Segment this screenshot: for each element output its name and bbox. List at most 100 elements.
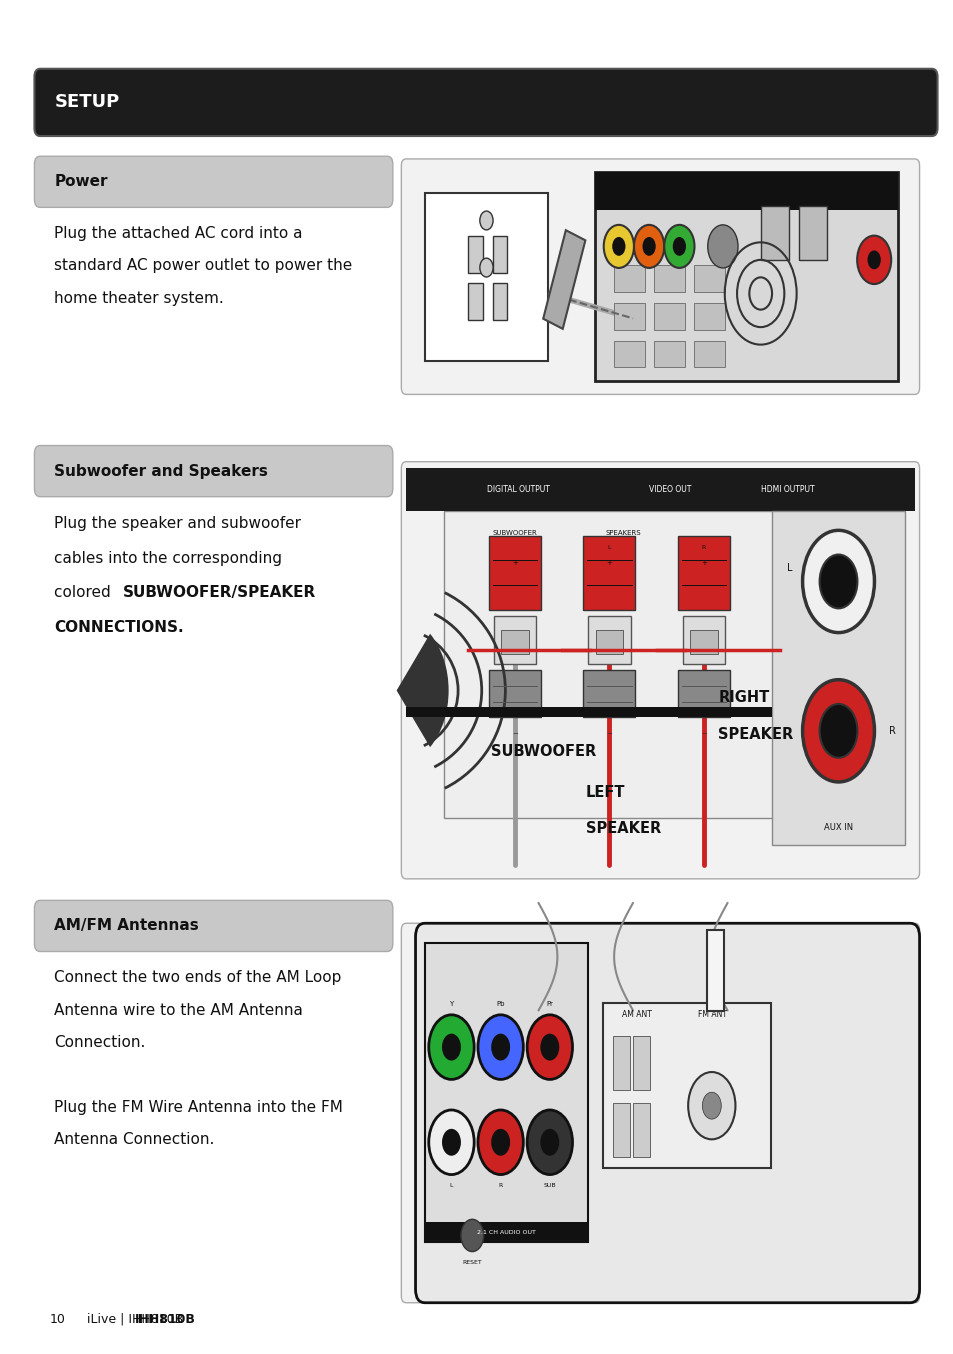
Bar — [633, 1104, 650, 1156]
Text: R: R — [498, 1182, 502, 1187]
Bar — [614, 265, 644, 292]
Bar — [492, 283, 507, 321]
Circle shape — [801, 531, 874, 632]
Text: SUB: SUB — [543, 1182, 556, 1187]
Bar — [583, 536, 635, 609]
Bar — [653, 303, 684, 330]
Circle shape — [856, 236, 890, 284]
Bar — [587, 616, 630, 663]
Bar — [406, 468, 914, 512]
Bar — [468, 237, 482, 274]
Text: RESET: RESET — [462, 1259, 481, 1265]
Bar — [595, 630, 622, 654]
Circle shape — [460, 1220, 483, 1251]
Text: VIDEO OUT: VIDEO OUT — [649, 486, 691, 494]
Circle shape — [539, 1129, 558, 1156]
Text: R: R — [888, 726, 895, 735]
Bar — [488, 670, 540, 718]
Circle shape — [441, 1129, 460, 1156]
Circle shape — [612, 237, 625, 256]
Text: 10: 10 — [50, 1312, 66, 1326]
Wedge shape — [396, 634, 448, 747]
Bar — [488, 536, 540, 609]
Circle shape — [479, 259, 493, 278]
Text: −: − — [512, 731, 517, 737]
Circle shape — [428, 1110, 474, 1174]
Circle shape — [819, 704, 857, 758]
Bar — [633, 1036, 650, 1090]
Text: −: − — [700, 731, 706, 737]
Text: Antenna Connection.: Antenna Connection. — [54, 1132, 214, 1147]
FancyBboxPatch shape — [401, 923, 919, 1303]
Text: +: + — [606, 561, 612, 566]
Bar — [595, 172, 897, 210]
Circle shape — [707, 225, 738, 268]
Text: colored: colored — [54, 585, 116, 600]
Bar — [424, 944, 587, 1242]
Circle shape — [477, 1014, 523, 1079]
FancyBboxPatch shape — [401, 158, 919, 394]
Bar — [760, 206, 788, 260]
Circle shape — [477, 1110, 523, 1174]
Text: CONNECTIONS.: CONNECTIONS. — [54, 620, 184, 635]
Bar — [678, 670, 729, 718]
Text: HDMI OUTPUT: HDMI OUTPUT — [760, 486, 814, 494]
Text: home theater system.: home theater system. — [54, 291, 224, 306]
Text: Plug the speaker and subwoofer: Plug the speaker and subwoofer — [54, 516, 301, 531]
Text: IHH810B: IHH810B — [134, 1312, 195, 1326]
Bar — [602, 1003, 770, 1169]
Bar — [595, 172, 897, 380]
Bar — [424, 192, 547, 360]
Bar — [693, 303, 724, 330]
Bar — [612, 1104, 629, 1156]
Circle shape — [491, 1033, 510, 1060]
Circle shape — [603, 225, 634, 268]
Circle shape — [527, 1110, 572, 1174]
Text: +: + — [700, 561, 706, 566]
Bar — [612, 1036, 629, 1090]
Circle shape — [479, 211, 493, 230]
FancyBboxPatch shape — [416, 923, 919, 1303]
Circle shape — [687, 1072, 735, 1139]
Circle shape — [634, 225, 663, 268]
Text: RIGHT: RIGHT — [718, 691, 768, 705]
Text: standard AC power outlet to power the: standard AC power outlet to power the — [54, 259, 353, 274]
Bar — [653, 341, 684, 367]
Text: SPEAKER: SPEAKER — [718, 727, 793, 742]
Bar — [653, 265, 684, 292]
Bar — [682, 616, 724, 663]
Text: AM ANT: AM ANT — [621, 1010, 651, 1018]
Circle shape — [672, 237, 685, 256]
Bar — [678, 536, 729, 609]
Text: SUBWOOFER: SUBWOOFER — [492, 531, 537, 536]
Bar — [468, 283, 482, 321]
Circle shape — [527, 1014, 572, 1079]
Text: 2.1 CH AUDIO OUT: 2.1 CH AUDIO OUT — [476, 1231, 536, 1235]
Text: SETUP: SETUP — [54, 93, 119, 111]
Bar — [500, 630, 528, 654]
Circle shape — [641, 237, 655, 256]
Text: Subwoofer and Speakers: Subwoofer and Speakers — [54, 463, 268, 478]
Circle shape — [539, 1033, 558, 1060]
Bar — [542, 230, 585, 329]
Text: SUBWOOFER/SPEAKER: SUBWOOFER/SPEAKER — [123, 585, 316, 600]
FancyBboxPatch shape — [401, 462, 919, 879]
Circle shape — [801, 680, 874, 783]
Text: L: L — [449, 1182, 453, 1187]
Circle shape — [701, 1093, 720, 1120]
Text: Connection.: Connection. — [54, 1034, 146, 1049]
Text: FM ANT: FM ANT — [697, 1010, 726, 1018]
Text: SPEAKERS: SPEAKERS — [605, 531, 640, 536]
Bar — [493, 616, 536, 663]
Bar — [798, 206, 826, 260]
Text: L: L — [785, 563, 791, 573]
Bar — [690, 630, 717, 654]
FancyBboxPatch shape — [34, 69, 937, 135]
Circle shape — [819, 555, 857, 608]
Circle shape — [866, 250, 880, 269]
Bar — [772, 512, 903, 845]
Circle shape — [491, 1129, 510, 1156]
Bar — [583, 670, 635, 718]
Text: SUBWOOFER: SUBWOOFER — [491, 745, 596, 760]
FancyBboxPatch shape — [34, 156, 393, 207]
